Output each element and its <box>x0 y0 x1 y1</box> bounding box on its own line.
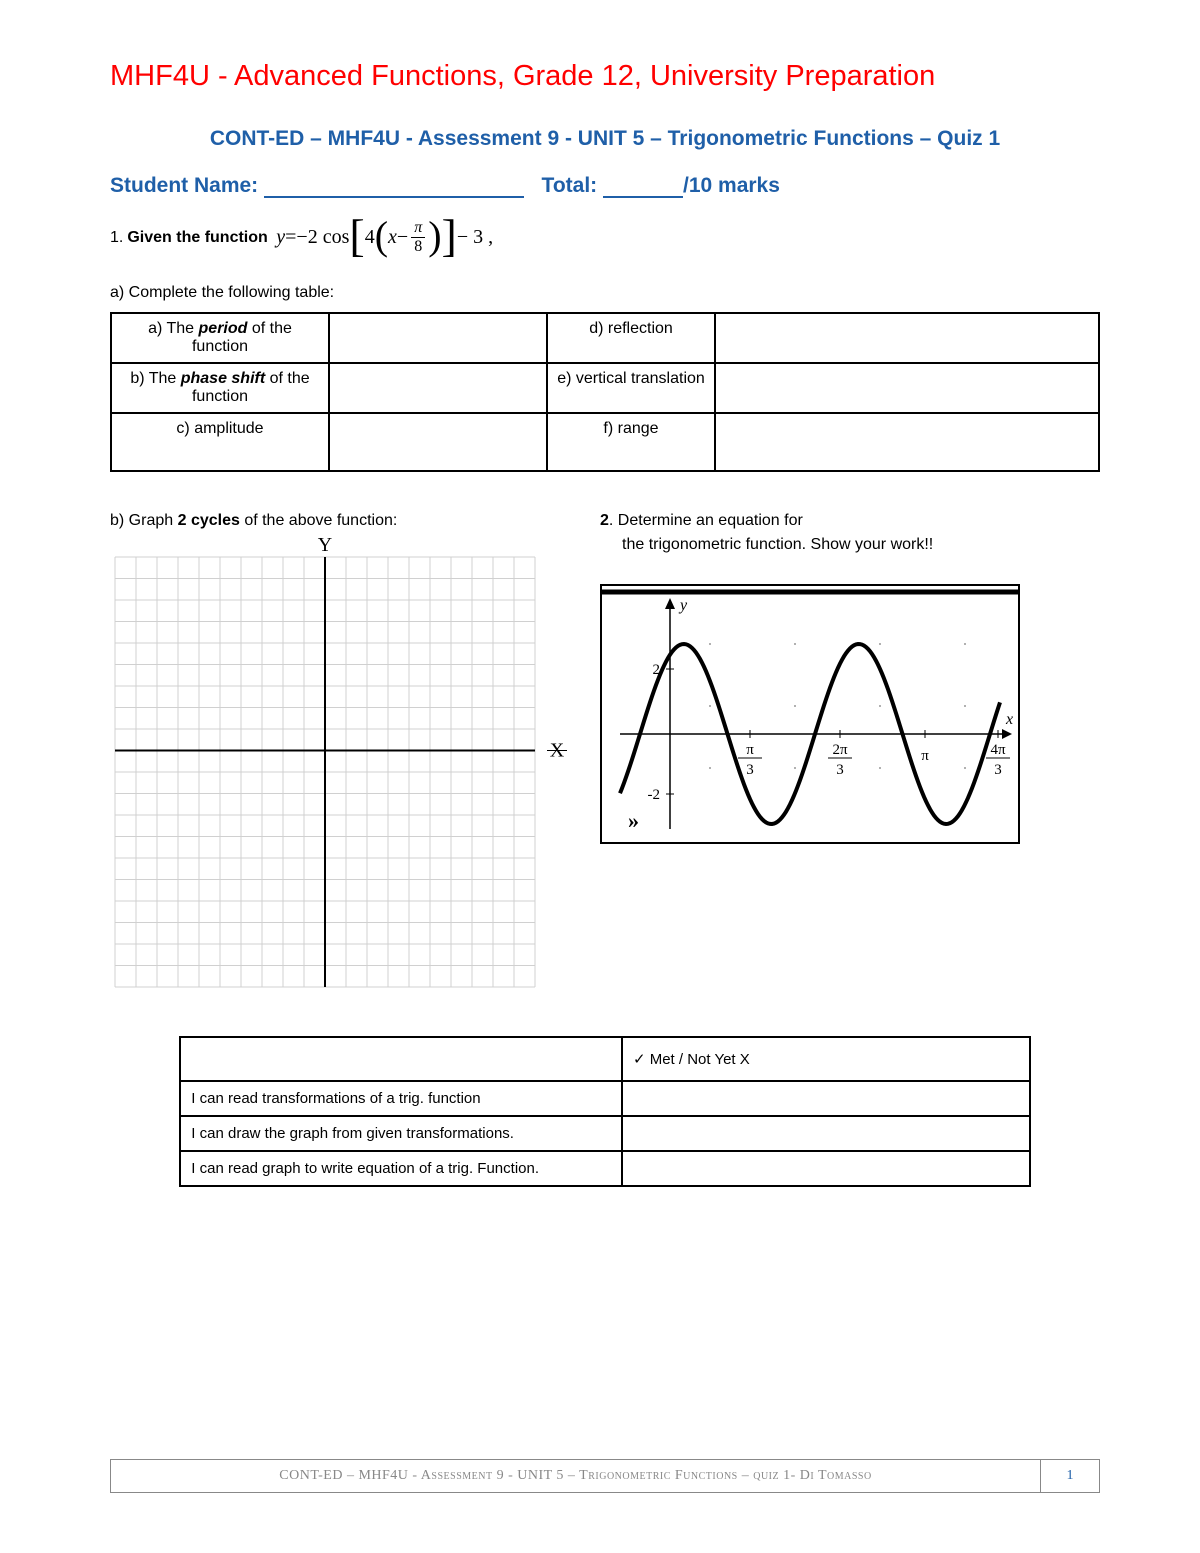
footer: CONT-ED – MHF4U - Assessment 9 - UNIT 5 … <box>110 1459 1100 1493</box>
q1-number: 1. <box>110 229 123 247</box>
total-suffix: /10 marks <box>683 174 780 197</box>
svg-text:-2: -2 <box>648 787 661 803</box>
q1a-label: a) Complete the following table: <box>110 284 1100 302</box>
svg-text:3: 3 <box>746 762 754 778</box>
table-row: c) amplitude f) range <box>111 413 1099 471</box>
cell-amplitude-answer[interactable] <box>329 413 547 471</box>
assessment-table: ✓ Met / Not Yet X I can read transformat… <box>179 1036 1030 1187</box>
bracket-open: [ <box>349 218 364 255</box>
criteria-1: I can read transformations of a trig. fu… <box>180 1081 622 1116</box>
cell-vtrans-label: e) vertical translation <box>547 363 715 413</box>
footer-box: CONT-ED – MHF4U - Assessment 9 - UNIT 5 … <box>110 1459 1100 1493</box>
q2-line1: . Determine an equation for <box>609 512 803 529</box>
assessment-row: I can read graph to write equation of a … <box>180 1151 1029 1186</box>
cell-amplitude-label: c) amplitude <box>111 413 329 471</box>
blank-grid: YX <box>110 532 580 1002</box>
formula-lhs: y <box>276 226 285 249</box>
empty-cell <box>180 1037 622 1081</box>
total-label: Total: <box>542 174 598 197</box>
svg-text:3: 3 <box>836 762 844 778</box>
q2-prompt: 2. Determine an equation for <box>600 512 1100 530</box>
criteria-2-result[interactable] <box>622 1116 1030 1151</box>
assessment-row: I can read transformations of a trig. fu… <box>180 1081 1029 1116</box>
student-line: Student Name: Total: /10 marks <box>110 173 1100 198</box>
cell-vtrans-answer[interactable] <box>715 363 1099 413</box>
cell-phase-answer[interactable] <box>329 363 547 413</box>
trig-chart: yx2-2π32π3π4π3» <box>600 584 1020 844</box>
assessment-header: ✓ Met / Not Yet X <box>622 1037 1030 1081</box>
svg-text:π: π <box>746 742 754 758</box>
student-name-label: Student Name: <box>110 174 258 197</box>
cell-period-answer[interactable] <box>329 313 547 363</box>
footer-text: CONT-ED – MHF4U - Assessment 9 - UNIT 5 … <box>111 1460 1040 1492</box>
t: a) The <box>148 320 198 337</box>
cell-phase-label: b) The phase shift of the function <box>111 363 329 413</box>
table-row: a) The period of the function d) reflect… <box>111 313 1099 363</box>
q1-prompt: 1. Given the function y = −2 cos [ 4 ( x… <box>110 220 1100 257</box>
q1-intro: Given the function <box>127 229 267 247</box>
criteria-3-result[interactable] <box>622 1151 1030 1186</box>
cell-period-label: a) The period of the function <box>111 313 329 363</box>
table-row: b) The phase shift of the function e) ve… <box>111 363 1099 413</box>
svg-text:4π: 4π <box>990 742 1006 758</box>
student-name-blank[interactable] <box>264 173 524 198</box>
cell-reflection-answer[interactable] <box>715 313 1099 363</box>
svg-text:3: 3 <box>994 762 1002 778</box>
properties-table: a) The period of the function d) reflect… <box>110 312 1100 472</box>
criteria-2: I can draw the graph from given transfor… <box>180 1116 622 1151</box>
q2-number: 2 <box>600 512 609 529</box>
formula-coef: −2 cos <box>296 226 349 249</box>
mid-row: b) Graph 2 cycles of the above function:… <box>110 512 1100 1006</box>
formula-x: x <box>388 226 397 249</box>
main-title: MHF4U - Advanced Functions, Grade 12, Un… <box>110 60 1100 93</box>
criteria-3: I can read graph to write equation of a … <box>180 1151 622 1186</box>
paren-open: ( <box>375 220 388 252</box>
criteria-1-result[interactable] <box>622 1081 1030 1116</box>
frac-num: π <box>411 220 425 238</box>
cell-reflection-label: d) reflection <box>547 313 715 363</box>
assessment-header-row: ✓ Met / Not Yet X <box>180 1037 1029 1081</box>
t: b) Graph <box>110 512 178 529</box>
formula-tail: − 3 , <box>457 226 493 249</box>
page: MHF4U - Advanced Functions, Grade 12, Un… <box>0 0 1200 1553</box>
svg-text:x: x <box>1005 711 1013 728</box>
t: period <box>199 320 248 337</box>
cell-range-answer[interactable] <box>715 413 1099 471</box>
formula-eq: = <box>285 226 296 249</box>
q1b-label: b) Graph 2 cycles of the above function: <box>110 512 550 530</box>
svg-text:2π: 2π <box>832 742 848 758</box>
formula-minus: − <box>397 226 408 249</box>
t: phase shift <box>181 370 265 387</box>
q2-column: 2. Determine an equation for the trigono… <box>600 512 1100 848</box>
frac-den: 8 <box>411 238 425 255</box>
svg-text:Y: Y <box>318 534 332 556</box>
t: of the above function: <box>240 512 397 529</box>
bracket-close: ] <box>442 218 457 255</box>
t: b) The <box>130 370 180 387</box>
svg-text:y: y <box>678 597 688 614</box>
q2-line2: the trigonometric function. Show your wo… <box>600 536 1100 554</box>
total-blank[interactable] <box>603 173 683 198</box>
t: 2 cycles <box>178 512 240 529</box>
svg-text:»: » <box>628 808 639 833</box>
q1-formula: y = −2 cos [ 4 ( x − π 8 ) ] − 3 , <box>276 220 493 257</box>
sub-title: CONT-ED – MHF4U - Assessment 9 - UNIT 5 … <box>110 123 1100 155</box>
formula-fraction: π 8 <box>411 220 425 255</box>
cell-range-label: f) range <box>547 413 715 471</box>
formula-k: 4 <box>365 226 375 249</box>
page-number: 1 <box>1040 1460 1099 1492</box>
svg-text:π: π <box>921 748 929 764</box>
assessment-row: I can draw the graph from given transfor… <box>180 1116 1029 1151</box>
paren-close: ) <box>428 220 441 252</box>
q1b-column: b) Graph 2 cycles of the above function:… <box>110 512 550 1006</box>
